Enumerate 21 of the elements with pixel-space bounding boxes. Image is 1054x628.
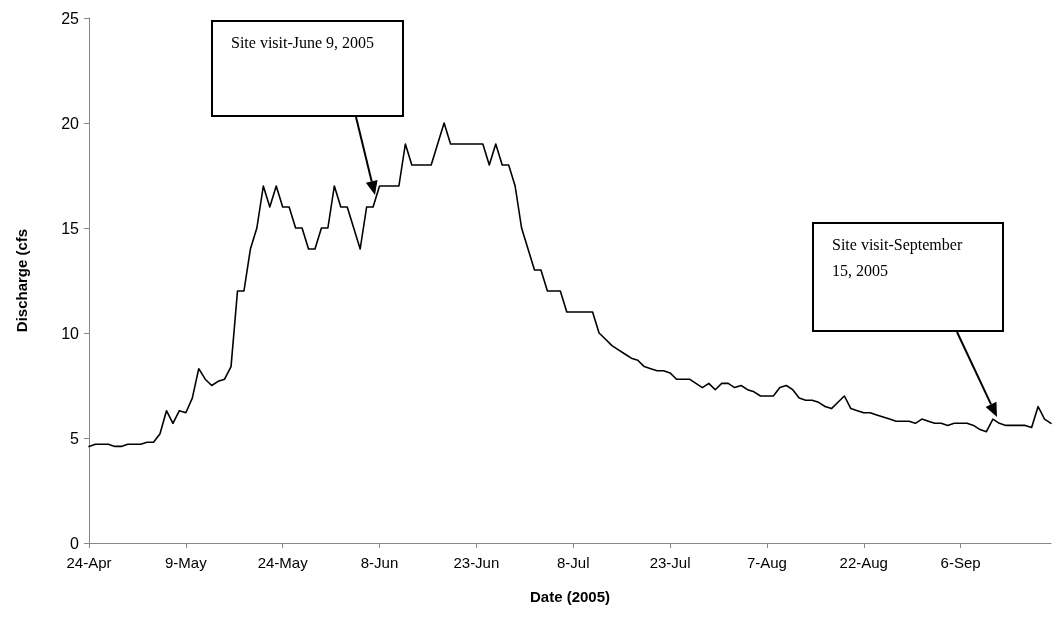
x-tick-label: 24-Apr	[66, 554, 112, 571]
x-tick-label: 7-Aug	[746, 554, 787, 571]
y-tick-label: 25	[61, 9, 80, 27]
x-axis-title: Date (2005)	[529, 588, 611, 605]
x-tick-label: 23-Jul	[649, 554, 691, 571]
x-tick-label: 8-Jul	[556, 554, 590, 571]
x-tick-label: 8-Jun	[360, 554, 399, 571]
y-tick-label: 10	[61, 324, 80, 342]
x-tick-label: 22-Aug	[839, 554, 888, 571]
y-tick-label: 0	[70, 534, 80, 552]
y-tick-label: 15	[61, 219, 80, 237]
x-tick-label: 23-Jun	[453, 554, 500, 571]
y-tick-label: 20	[61, 114, 80, 132]
annotation: Site visit-June 9, 2005	[231, 33, 376, 53]
annotation: Site visit-September 15, 2005	[832, 235, 964, 281]
x-tick-label: 6-Sep	[940, 554, 981, 571]
x-tick-label: 24-May	[257, 554, 309, 571]
y-tick-label: 5	[70, 429, 80, 447]
x-tick-label: 9-May	[165, 554, 208, 571]
line-series	[88, 122, 1052, 448]
y-axis-title: Discharge (cfs	[13, 228, 30, 333]
